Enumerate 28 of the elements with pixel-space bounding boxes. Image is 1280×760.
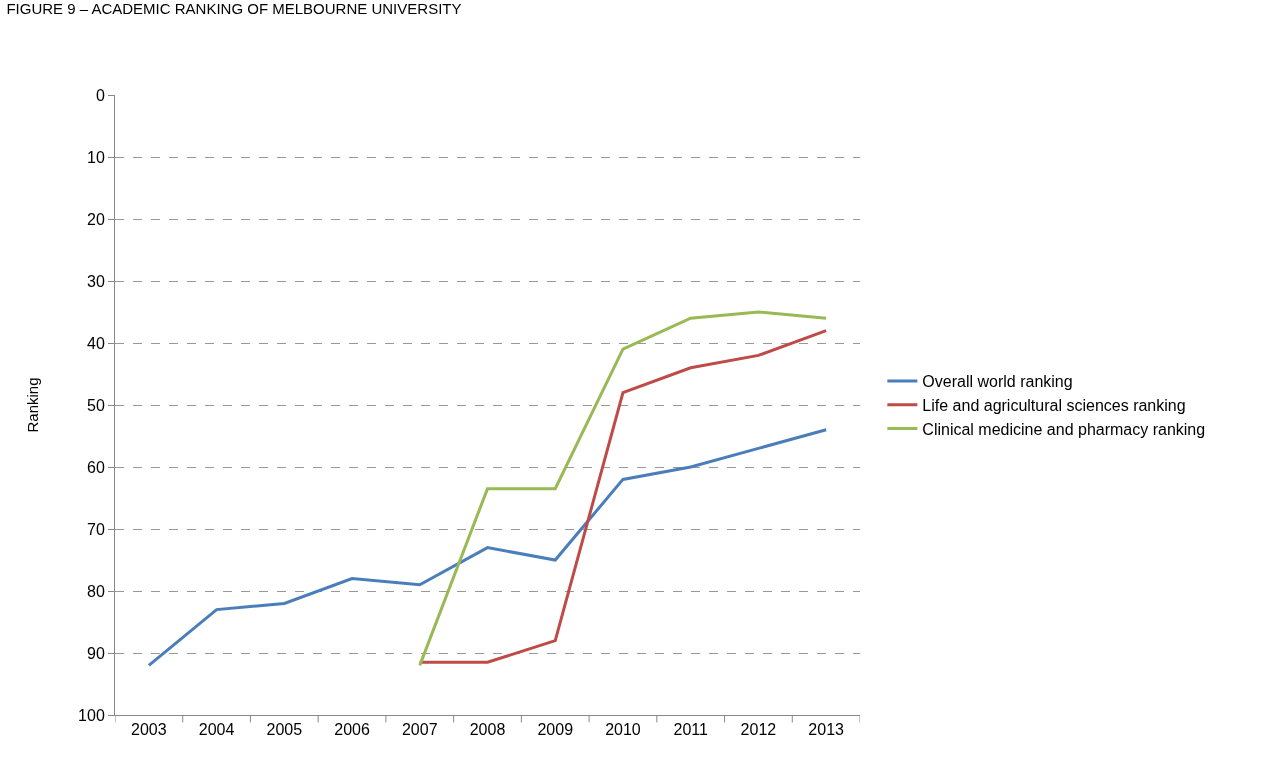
y-axis-title: Ranking <box>24 377 42 433</box>
x-tick-label: 2005 <box>266 721 303 739</box>
y-tick-label: 90 <box>87 644 105 662</box>
y-tick-label: 80 <box>87 582 105 600</box>
y-tick-label: 100 <box>78 706 105 724</box>
y-tick-label: 50 <box>87 396 105 414</box>
x-tick-label: 2009 <box>537 721 574 739</box>
y-tick-label: 20 <box>87 210 105 228</box>
line-series <box>147 428 828 667</box>
y-tick-label: 0 <box>95 86 105 104</box>
legend-label: Life and agricultural sciences ranking <box>922 396 1186 414</box>
x-tick-label: 2008 <box>469 721 506 739</box>
x-tick-label: 2010 <box>605 721 641 739</box>
x-tick-label: 2003 <box>131 721 167 739</box>
y-tick-label: 40 <box>87 334 105 352</box>
y-tick-label: 10 <box>87 148 105 166</box>
x-tick-label: 2013 <box>808 721 845 739</box>
y-tick-label: 60 <box>87 458 105 476</box>
legend-label: Overall world ranking <box>922 373 1073 391</box>
y-tick-label: 30 <box>87 272 105 290</box>
chart-title: FIGURE 9 – ACADEMIC RANKING OF MELBOURNE UNIVERSITY <box>6 0 462 18</box>
x-tick-label: 2012 <box>740 721 777 739</box>
x-tick-label: 2011 <box>673 721 708 739</box>
y-tick-label: 70 <box>87 520 105 538</box>
x-tick-label: 2007 <box>401 721 438 739</box>
legend-label: Clinical medicine and pharmacy ranking <box>922 420 1206 438</box>
x-tick-label: 2004 <box>198 721 235 739</box>
x-tick-label: 2006 <box>334 721 370 739</box>
